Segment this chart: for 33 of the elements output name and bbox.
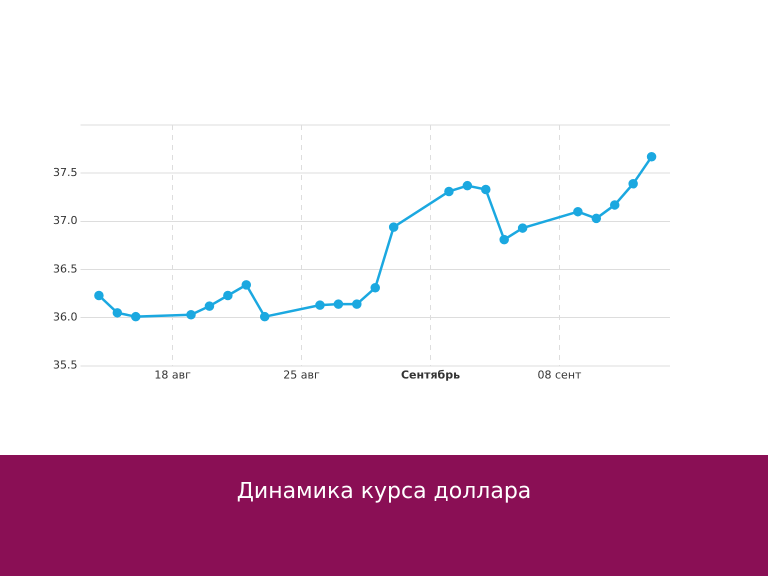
point <box>481 184 491 194</box>
point <box>242 280 252 290</box>
point <box>223 290 233 300</box>
x-tick-label: 25 авг <box>283 368 320 382</box>
x-tick-label: Сентябрь <box>400 368 460 382</box>
point <box>370 283 380 293</box>
y-tick-label: 37.0 <box>52 214 78 228</box>
point <box>610 200 620 210</box>
point <box>112 308 122 318</box>
point <box>315 300 325 310</box>
point <box>260 312 270 322</box>
point <box>518 223 528 233</box>
y-tick-label: 37.5 <box>52 166 78 180</box>
y-tick-label: 36.0 <box>52 310 78 324</box>
point <box>462 180 472 190</box>
point <box>131 312 141 322</box>
y-tick-label: 35.5 <box>52 358 78 372</box>
text: Динамика курса доллара <box>236 479 532 504</box>
point <box>186 310 196 320</box>
point <box>204 301 214 311</box>
point <box>573 206 583 216</box>
y-tick-label: 36.5 <box>52 262 78 276</box>
point <box>94 290 104 300</box>
point <box>444 186 454 196</box>
x-tick-label: 18 авг <box>154 368 192 382</box>
point <box>352 299 362 309</box>
point <box>628 179 638 189</box>
point <box>388 222 398 232</box>
point <box>334 299 344 309</box>
point <box>592 214 602 224</box>
x-tick-label: 08 сент <box>538 368 582 382</box>
point <box>646 152 656 162</box>
point <box>499 234 509 244</box>
